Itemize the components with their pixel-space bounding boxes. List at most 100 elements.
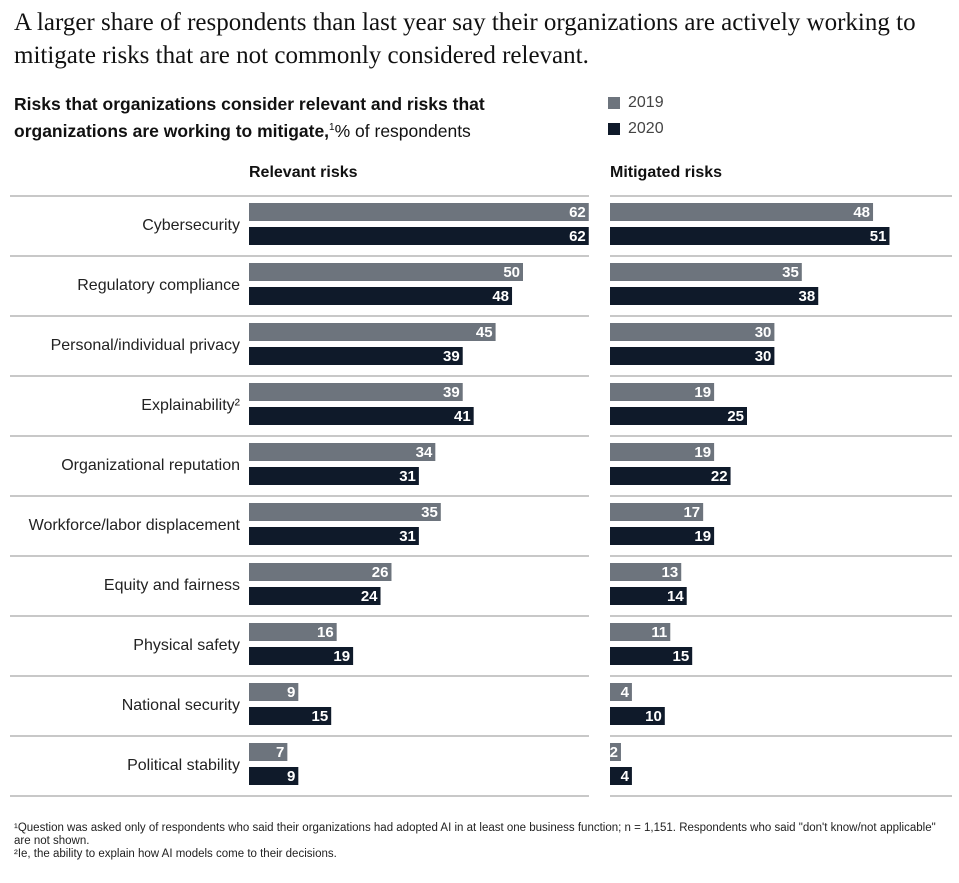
- bar-2019: [610, 623, 671, 641]
- bar-2020: [610, 407, 747, 425]
- data-label: 34: [416, 444, 433, 461]
- bar-2019: [610, 203, 874, 221]
- bar-2019: [610, 743, 621, 761]
- panel-title-mitigated: Mitigated risks: [610, 164, 723, 181]
- data-label: 11: [651, 624, 667, 641]
- data-label: 31: [399, 528, 416, 545]
- data-label: 4: [621, 684, 630, 701]
- bar-2019: [249, 203, 589, 221]
- bar-2019: [610, 323, 775, 341]
- bar-2019: [610, 503, 704, 521]
- bar-2019: [610, 383, 715, 401]
- category-label: Personal/individual privacy: [51, 337, 240, 354]
- bar-2020: [610, 647, 693, 665]
- category-label: Regulatory compliance: [77, 277, 240, 294]
- data-label: 45: [476, 324, 493, 341]
- bar-2020: [249, 587, 381, 605]
- bar-2020: [249, 647, 354, 665]
- legend-item-2020: 2020: [608, 116, 664, 142]
- category-label: National security: [122, 697, 240, 714]
- data-label: 48: [492, 288, 509, 305]
- data-label: 7: [276, 744, 284, 761]
- bar-2019: [249, 743, 288, 761]
- bar-2020: [249, 287, 513, 305]
- data-label: 39: [443, 384, 460, 401]
- category-label: Physical safety: [133, 637, 240, 654]
- legend-label: 2019: [628, 94, 664, 111]
- bar-2019: [249, 683, 299, 701]
- data-label: 31: [399, 468, 416, 485]
- footnotes: ¹Question was asked only of respondents …: [14, 822, 954, 861]
- data-label: 39: [443, 348, 460, 365]
- category-label: Workforce/labor displacement: [29, 517, 241, 534]
- bar-2020: [249, 527, 419, 545]
- data-label: 30: [755, 348, 772, 365]
- headline: A larger share of respondents than last …: [14, 9, 916, 69]
- data-label: 19: [694, 528, 711, 545]
- data-label: 25: [727, 408, 744, 425]
- bar-2020: [249, 767, 299, 785]
- data-label: 15: [312, 708, 329, 725]
- data-label: 19: [694, 444, 711, 461]
- legend-item-2019: 2019: [608, 90, 664, 116]
- data-label: 13: [662, 564, 679, 581]
- footnote-ref: 1: [329, 122, 335, 133]
- data-label: 14: [667, 588, 684, 605]
- bar-2019: [610, 563, 682, 581]
- data-label: 9: [287, 684, 295, 701]
- category-label: Cybersecurity: [142, 217, 240, 234]
- data-label: 48: [853, 204, 870, 221]
- data-label: 35: [782, 264, 799, 281]
- data-label: 22: [711, 468, 728, 485]
- bar-2019: [610, 263, 802, 281]
- data-label: 15: [673, 648, 690, 665]
- legend-swatch-2020: [608, 123, 620, 135]
- data-label: 50: [503, 264, 520, 281]
- bar-2020: [610, 707, 665, 725]
- data-label: 24: [361, 588, 378, 605]
- data-label: 41: [454, 408, 471, 425]
- bar-2020: [610, 287, 819, 305]
- data-label: 30: [755, 324, 772, 341]
- bar-2019: [249, 623, 337, 641]
- category-label: Explainability²: [141, 397, 240, 414]
- footnote-1: ¹Question was asked only of respondents …: [14, 822, 936, 847]
- bar-2020: [249, 467, 419, 485]
- bar-2020: [610, 227, 890, 245]
- data-label: 26: [372, 564, 389, 581]
- data-label: 35: [421, 504, 438, 521]
- subtitle-unit: % of respondents: [334, 120, 471, 141]
- bar-2019: [249, 263, 523, 281]
- data-label: 4: [621, 768, 630, 785]
- bar-2020: [610, 347, 775, 365]
- bar-2019: [249, 563, 392, 581]
- data-label: 17: [683, 504, 700, 521]
- category-label: Political stability: [127, 757, 240, 774]
- legend: 2019 2020: [608, 90, 664, 142]
- footnote-2: ²Ie, the ability to explain how AI model…: [14, 848, 337, 860]
- panel-title-relevant: Relevant risks: [249, 164, 358, 181]
- category-label: Organizational reputation: [61, 457, 240, 474]
- chart-subtitle: Risks that organizations consider releva…: [14, 92, 574, 143]
- data-label: 16: [317, 624, 334, 641]
- data-label: 62: [569, 228, 586, 245]
- bar-2019: [610, 683, 632, 701]
- bar-2020: [610, 587, 687, 605]
- bar-2019: [249, 383, 463, 401]
- legend-label: 2020: [628, 120, 664, 137]
- bar-2020: [610, 467, 731, 485]
- category-label: Equity and fairness: [104, 577, 240, 594]
- bar-2020: [249, 347, 463, 365]
- data-label: 62: [569, 204, 586, 221]
- bar-2020: [249, 227, 589, 245]
- bar-2019: [249, 503, 441, 521]
- data-label: 19: [694, 384, 711, 401]
- subtitle-bold: Risks that organizations consider releva…: [14, 94, 485, 141]
- data-label: 2: [610, 744, 618, 761]
- bar-2020: [249, 407, 474, 425]
- data-label: 10: [645, 708, 662, 725]
- bar-2020: [610, 527, 715, 545]
- legend-swatch-2019: [608, 97, 620, 109]
- bar-2019: [249, 443, 436, 461]
